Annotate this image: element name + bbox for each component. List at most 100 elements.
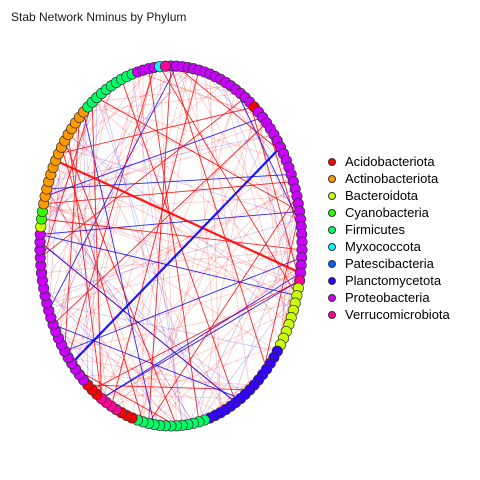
positive-edge <box>280 181 294 345</box>
positive-edge <box>58 85 112 339</box>
positive-edge <box>43 203 300 281</box>
legend-swatch <box>328 174 336 183</box>
positive-edge <box>79 67 155 375</box>
legend-swatch <box>328 225 336 234</box>
positive-edge <box>148 68 200 422</box>
legend-swatch <box>328 276 336 285</box>
positive-edge <box>87 384 250 391</box>
positive-edge <box>39 67 189 258</box>
positive-edge <box>181 66 302 266</box>
legend-swatch <box>328 293 336 302</box>
positive-edge <box>91 101 300 281</box>
legend-item: Planctomycetota <box>328 272 450 289</box>
positive-edge <box>240 93 298 296</box>
positive-edge <box>106 264 302 403</box>
legend-item: Myxococcota <box>328 238 450 255</box>
negative-edge <box>40 210 300 235</box>
positive-edge <box>55 159 301 274</box>
positive-edge <box>92 85 231 103</box>
negative-edge <box>46 188 194 424</box>
positive-edge <box>55 331 221 414</box>
positive-edge <box>55 122 267 332</box>
positive-edge <box>235 89 303 235</box>
positive-edge <box>41 82 226 220</box>
legend-label: Myxococcota <box>345 239 421 254</box>
negative-edge <box>187 203 299 425</box>
positive-edge <box>258 112 292 318</box>
positive-edge <box>101 310 294 399</box>
positive-edge <box>83 112 107 403</box>
legend-label: Proteobacteria <box>345 290 430 305</box>
positive-edge <box>64 117 80 352</box>
positive-edge <box>75 71 138 370</box>
positive-edge <box>111 344 281 407</box>
positive-edge <box>170 65 268 370</box>
positive-edge <box>75 122 227 410</box>
positive-edge <box>193 68 221 413</box>
positive-edge <box>42 195 297 212</box>
page-title: Stab Network Nminus by Phylum <box>11 10 187 24</box>
positive-edge <box>96 174 292 395</box>
positive-edge <box>91 280 300 391</box>
positive-edge <box>43 122 267 205</box>
positive-edge <box>67 134 102 399</box>
positive-edge <box>43 203 278 352</box>
positive-edge <box>176 66 281 345</box>
positive-edge <box>68 357 250 391</box>
negative-edge <box>67 134 294 311</box>
positive-edge <box>91 102 102 399</box>
positive-edge <box>101 93 241 399</box>
legend-item: Acidobacteriota <box>328 153 450 170</box>
legend-label: Actinobacteriota <box>345 171 439 186</box>
legend-label: Firmicutes <box>345 222 405 237</box>
negative-edge <box>230 211 300 407</box>
positive-edge <box>40 97 246 258</box>
positive-edge <box>52 167 299 289</box>
legend-swatch <box>328 191 336 200</box>
positive-edge <box>148 65 172 424</box>
positive-edge <box>50 174 128 416</box>
positive-edge <box>46 249 303 304</box>
positive-edge <box>64 140 178 426</box>
negative-edge <box>70 146 282 365</box>
negative-edge <box>46 302 278 352</box>
negative-edge <box>131 74 183 426</box>
negative-edge <box>52 65 172 325</box>
positive-edge <box>92 101 299 205</box>
edges-layer <box>39 65 303 427</box>
positive-edge <box>44 134 275 197</box>
positive-edge <box>96 97 300 212</box>
negative-edge <box>198 287 299 423</box>
positive-edge <box>43 203 298 297</box>
positive-edge <box>204 71 251 390</box>
positive-edge <box>67 134 290 325</box>
negative-edge <box>39 241 246 395</box>
positive-edge <box>46 188 296 304</box>
positive-edge <box>110 70 200 407</box>
positive-edge <box>67 67 155 358</box>
positive-edge <box>79 374 255 386</box>
positive-edge <box>92 101 287 161</box>
negative-edge <box>52 324 241 400</box>
legend-label: Cyanobacteria <box>345 205 429 220</box>
legend-label: Verrucomicrobiota <box>345 307 450 322</box>
positive-edge <box>137 111 259 421</box>
negative-edge <box>96 97 205 421</box>
positive-edge <box>159 66 177 426</box>
positive-edge <box>75 368 177 427</box>
positive-edge <box>43 181 294 205</box>
legend-swatch <box>328 259 336 268</box>
positive-edge <box>96 393 241 399</box>
positive-edge <box>39 111 84 258</box>
positive-edge <box>209 74 221 413</box>
positive-edge <box>58 106 255 155</box>
positive-edge <box>258 112 287 332</box>
negative-edge <box>43 287 177 427</box>
legend-item: Patescibacteria <box>328 255 450 272</box>
positive-edge <box>198 106 255 422</box>
legend-swatch <box>328 310 336 319</box>
positive-edge <box>41 218 303 251</box>
negative-edge <box>40 68 194 227</box>
legend-swatch <box>328 157 336 166</box>
negative-edge <box>61 146 301 220</box>
